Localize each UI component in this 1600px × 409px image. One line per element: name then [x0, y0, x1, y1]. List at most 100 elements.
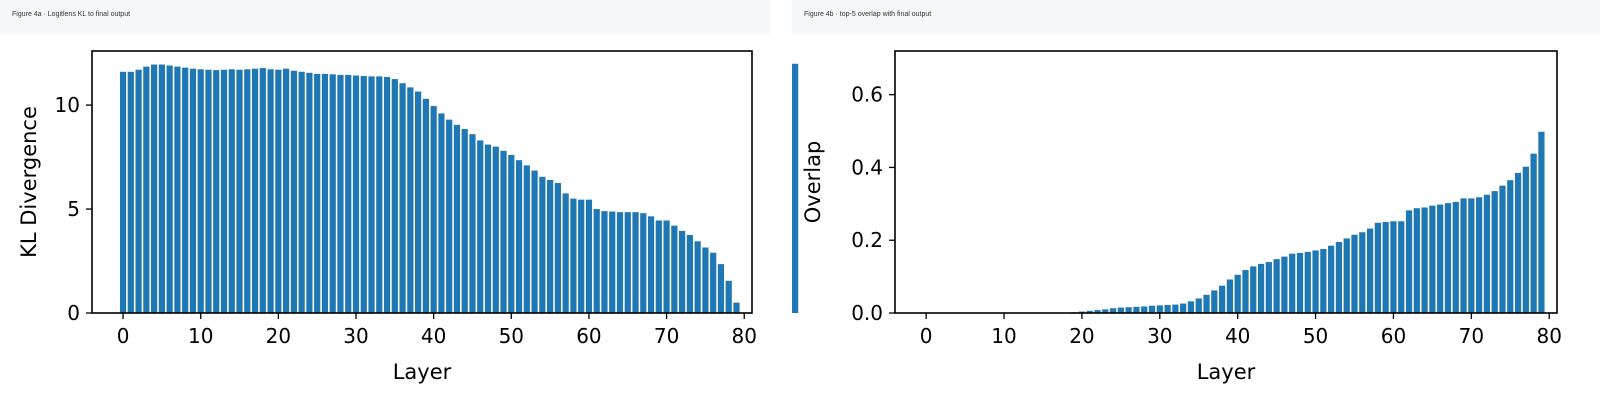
bar — [298, 71, 305, 313]
bar — [368, 76, 375, 314]
bar — [1483, 194, 1491, 313]
bar — [508, 154, 515, 313]
bar — [640, 213, 647, 313]
figure-4b-caption: Figure 4b · top-5 overlap with final out… — [804, 11, 932, 18]
bar — [492, 146, 499, 313]
bar — [360, 75, 367, 313]
bar — [547, 179, 554, 313]
y-axis-label: Overlap — [801, 141, 825, 224]
bar — [1250, 266, 1257, 313]
bar — [1452, 202, 1459, 313]
x-axis-label: Layer — [393, 360, 452, 384]
bar — [1468, 198, 1475, 314]
bar — [1226, 279, 1234, 313]
bar — [158, 64, 165, 314]
bar — [702, 247, 709, 313]
bar — [1359, 232, 1366, 313]
x-tick-label: 0 — [117, 324, 130, 348]
x-tick-label: 50 — [1303, 324, 1328, 348]
bar — [135, 69, 142, 314]
figure-4a-panel: Figure 4a · Logitlens KL to final output… — [0, 0, 770, 409]
bar — [329, 74, 336, 313]
bar — [283, 68, 290, 313]
overlap-chart: 0 10 20 30 40 50 60 70 80 0.0 0.2 0.4 0.6 Layer Overla… — [792, 50, 1562, 384]
bar — [306, 72, 313, 313]
bar — [1172, 304, 1179, 313]
bar — [500, 150, 507, 313]
bar — [585, 199, 593, 313]
bar — [1312, 250, 1319, 313]
bar — [1109, 308, 1117, 313]
bar — [647, 216, 655, 313]
x-tick-label: 20 — [1069, 324, 1094, 348]
bar — [275, 69, 282, 314]
x-tick-label: 70 — [1459, 324, 1484, 348]
bar — [399, 83, 406, 313]
bar — [189, 68, 197, 313]
bar — [1390, 221, 1397, 313]
bar — [1094, 310, 1101, 313]
y-tick-label: 0.2 — [851, 228, 883, 252]
plot-frame — [894, 50, 1558, 314]
bar — [725, 280, 732, 313]
bar — [1218, 285, 1226, 313]
bar — [236, 69, 243, 314]
x-tick-label: 80 — [1536, 324, 1561, 348]
bar — [694, 241, 701, 313]
y-tick-label: 0 — [67, 301, 80, 325]
bar — [792, 63, 799, 313]
figure-4b-caption-bar: Figure 4b · top-5 overlap with final out… — [792, 0, 1600, 34]
bar — [1242, 270, 1249, 313]
bar — [570, 198, 577, 313]
bar — [453, 124, 461, 313]
bar — [710, 252, 717, 313]
bar — [469, 134, 476, 313]
bar — [166, 65, 173, 313]
bar — [1444, 203, 1452, 313]
bar — [1514, 172, 1522, 313]
y-axis-label: KL Divergence — [17, 106, 41, 258]
bar — [1203, 294, 1210, 313]
bar — [438, 113, 445, 313]
bar — [679, 230, 686, 313]
bar — [1187, 301, 1195, 313]
bar — [321, 73, 329, 314]
bar — [655, 220, 662, 313]
y-tick-label: 0.6 — [851, 83, 883, 107]
y-tick-label: 5 — [67, 197, 80, 221]
bar — [182, 67, 189, 313]
x-tick-label: 70 — [654, 324, 679, 348]
bar — [531, 170, 538, 313]
x-tick-label: 50 — [499, 324, 524, 348]
bar — [1437, 204, 1444, 313]
bar — [383, 76, 391, 314]
bar — [686, 235, 693, 313]
bar — [1530, 153, 1537, 313]
bar — [1328, 245, 1335, 313]
bar — [1304, 251, 1311, 313]
y-tick-label: 10 — [55, 93, 80, 117]
bar — [314, 73, 321, 314]
bar — [415, 91, 422, 313]
bar — [1460, 198, 1467, 314]
bar — [1102, 309, 1109, 313]
bar — [205, 69, 212, 314]
bar — [1343, 238, 1350, 313]
plot-frame — [91, 50, 753, 314]
bar — [345, 74, 352, 313]
bar — [1164, 304, 1171, 313]
bar-group — [119, 64, 740, 314]
x-tick-label: 40 — [421, 324, 446, 348]
bar — [578, 199, 585, 313]
bar — [1133, 306, 1140, 313]
bar — [1413, 208, 1420, 313]
bar — [1491, 191, 1498, 313]
bar — [422, 98, 429, 313]
y-tick-label: 0.4 — [851, 155, 883, 179]
bar — [1281, 256, 1288, 313]
bar — [1421, 207, 1428, 313]
bar — [562, 193, 569, 313]
bar — [352, 75, 360, 313]
bar — [1234, 274, 1241, 313]
x-tick-label: 60 — [1381, 324, 1406, 348]
